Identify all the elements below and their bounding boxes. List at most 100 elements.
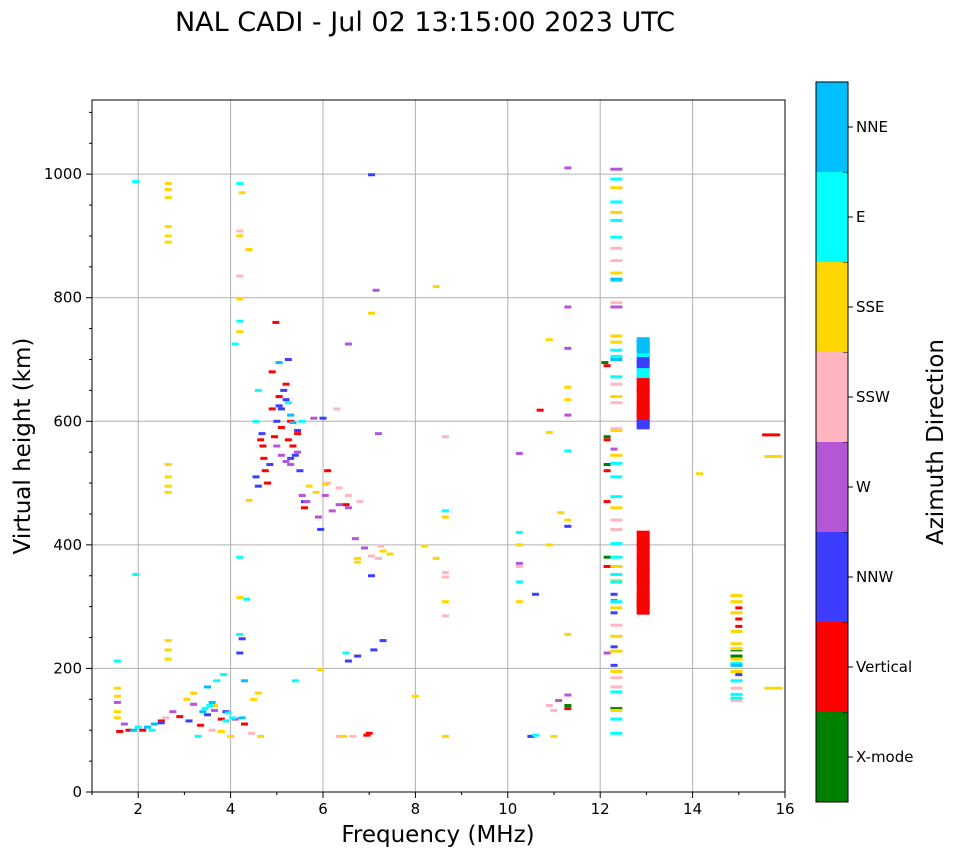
- echo-point-e: [610, 690, 623, 694]
- echo-point-nnw: [610, 645, 618, 649]
- echo-point-e: [243, 597, 251, 601]
- echo-point-w: [610, 305, 623, 309]
- echo-point-sse: [610, 634, 623, 638]
- echo-point-ssw: [441, 614, 449, 618]
- echo-point-sse: [610, 271, 623, 275]
- echo-point-w: [169, 710, 177, 714]
- echo-point-ssw: [730, 699, 743, 703]
- echo-point-e: [222, 719, 230, 723]
- echo-point-e: [229, 716, 237, 720]
- echo-point-sse: [164, 181, 172, 185]
- echo-point-vertical: [636, 543, 650, 560]
- colorbar-segment: [816, 712, 848, 802]
- echo-point-sse: [730, 594, 743, 598]
- echo-point-e: [610, 235, 623, 239]
- echo-point-nne: [636, 343, 650, 354]
- echo-point-vertical: [603, 564, 611, 568]
- echo-point-vertical: [365, 731, 373, 735]
- echo-point-nnw: [258, 432, 266, 436]
- echo-point-nne: [208, 700, 216, 704]
- colorbar-segment: [816, 82, 848, 172]
- echo-point-e: [284, 401, 292, 405]
- echo-point-sse: [183, 697, 191, 701]
- echo-point-nnw: [280, 388, 288, 392]
- echo-point-e: [610, 542, 623, 546]
- echo-point-sse: [730, 642, 743, 646]
- echo-point-w: [610, 447, 618, 451]
- echo-point-vertical: [270, 435, 278, 439]
- echo-point-nnw: [735, 673, 743, 677]
- echo-point-nne: [610, 358, 623, 361]
- echo-point-vertical: [301, 506, 309, 510]
- echo-point-vertical: [636, 567, 650, 584]
- echo-point-w: [310, 416, 318, 420]
- echo-point-sse: [312, 490, 320, 494]
- x-tick-label: 2: [133, 800, 143, 818]
- echo-point-nnw: [368, 173, 376, 177]
- echo-point-ssw: [610, 518, 623, 522]
- echo-point-ssw: [344, 493, 352, 497]
- echo-point-nne: [238, 716, 246, 720]
- echo-point-vertical: [536, 408, 544, 412]
- echo-point-ssw: [610, 246, 623, 250]
- echo-point-sse: [190, 691, 198, 695]
- colorbar-segment: [816, 532, 848, 622]
- echo-point-nnw: [236, 651, 244, 655]
- echo-point-vertical: [257, 438, 265, 442]
- echo-point-e: [730, 696, 743, 700]
- echo-point-w: [287, 463, 295, 467]
- echo-point-e: [610, 731, 623, 735]
- echo-point-e: [610, 573, 623, 577]
- echo-point-sse: [432, 556, 440, 560]
- echo-point-w: [564, 166, 572, 170]
- echo-point-sse: [368, 311, 376, 315]
- echo-point-e: [610, 218, 623, 222]
- echo-point-w: [210, 708, 218, 712]
- echo-point-nnw: [157, 721, 165, 725]
- echo-point-w: [294, 450, 302, 454]
- echo-point-sse: [354, 556, 362, 560]
- echo-point-ssw: [333, 407, 341, 411]
- echo-point-w: [120, 722, 128, 726]
- echo-point-w: [314, 515, 322, 519]
- echo-point-sse: [164, 188, 172, 192]
- echo-point-sse: [564, 518, 572, 522]
- echo-point-e: [610, 348, 623, 352]
- y-tick-label: 200: [53, 659, 82, 677]
- echo-point-e: [231, 342, 239, 346]
- echo-point-ssw: [550, 708, 558, 712]
- echo-point-sse: [441, 734, 449, 738]
- echo-point-vertical: [157, 719, 165, 723]
- echo-point-nne: [240, 679, 248, 683]
- echo-point-w: [190, 702, 198, 706]
- echo-point-vertical: [603, 500, 611, 504]
- echo-point-sse: [610, 395, 623, 399]
- echo-point-ssw: [349, 734, 357, 738]
- echo-point-w: [564, 305, 572, 309]
- x-tick-label: 16: [775, 800, 794, 818]
- gridlines: [92, 100, 785, 792]
- echo-point-nne: [610, 277, 623, 281]
- echo-point-e: [610, 555, 623, 559]
- echo-point-vertical: [176, 715, 184, 719]
- echo-point-vertical: [603, 438, 611, 442]
- echo-point-e: [132, 573, 140, 577]
- echo-point-vertical: [277, 425, 285, 429]
- colorbar-segment: [816, 172, 848, 262]
- echo-point-ssw: [610, 382, 623, 386]
- echo-point-nnw: [379, 639, 387, 643]
- echo-point-e: [515, 531, 523, 534]
- echo-point-e: [252, 419, 260, 423]
- echo-point-e: [564, 449, 572, 453]
- echo-point-vertical: [282, 382, 290, 386]
- echo-point-vertical: [261, 469, 269, 473]
- echo-point-sse: [557, 511, 565, 515]
- echo-point-e: [610, 475, 623, 479]
- echo-point-sse: [730, 647, 743, 651]
- echo-point-vertical: [762, 433, 781, 437]
- echo-point-ssw: [335, 486, 343, 490]
- echo-point-vertical: [735, 617, 743, 621]
- echo-point-sse: [696, 472, 704, 476]
- echo-point-sse: [164, 639, 172, 643]
- y-tick-label: 0: [72, 783, 82, 801]
